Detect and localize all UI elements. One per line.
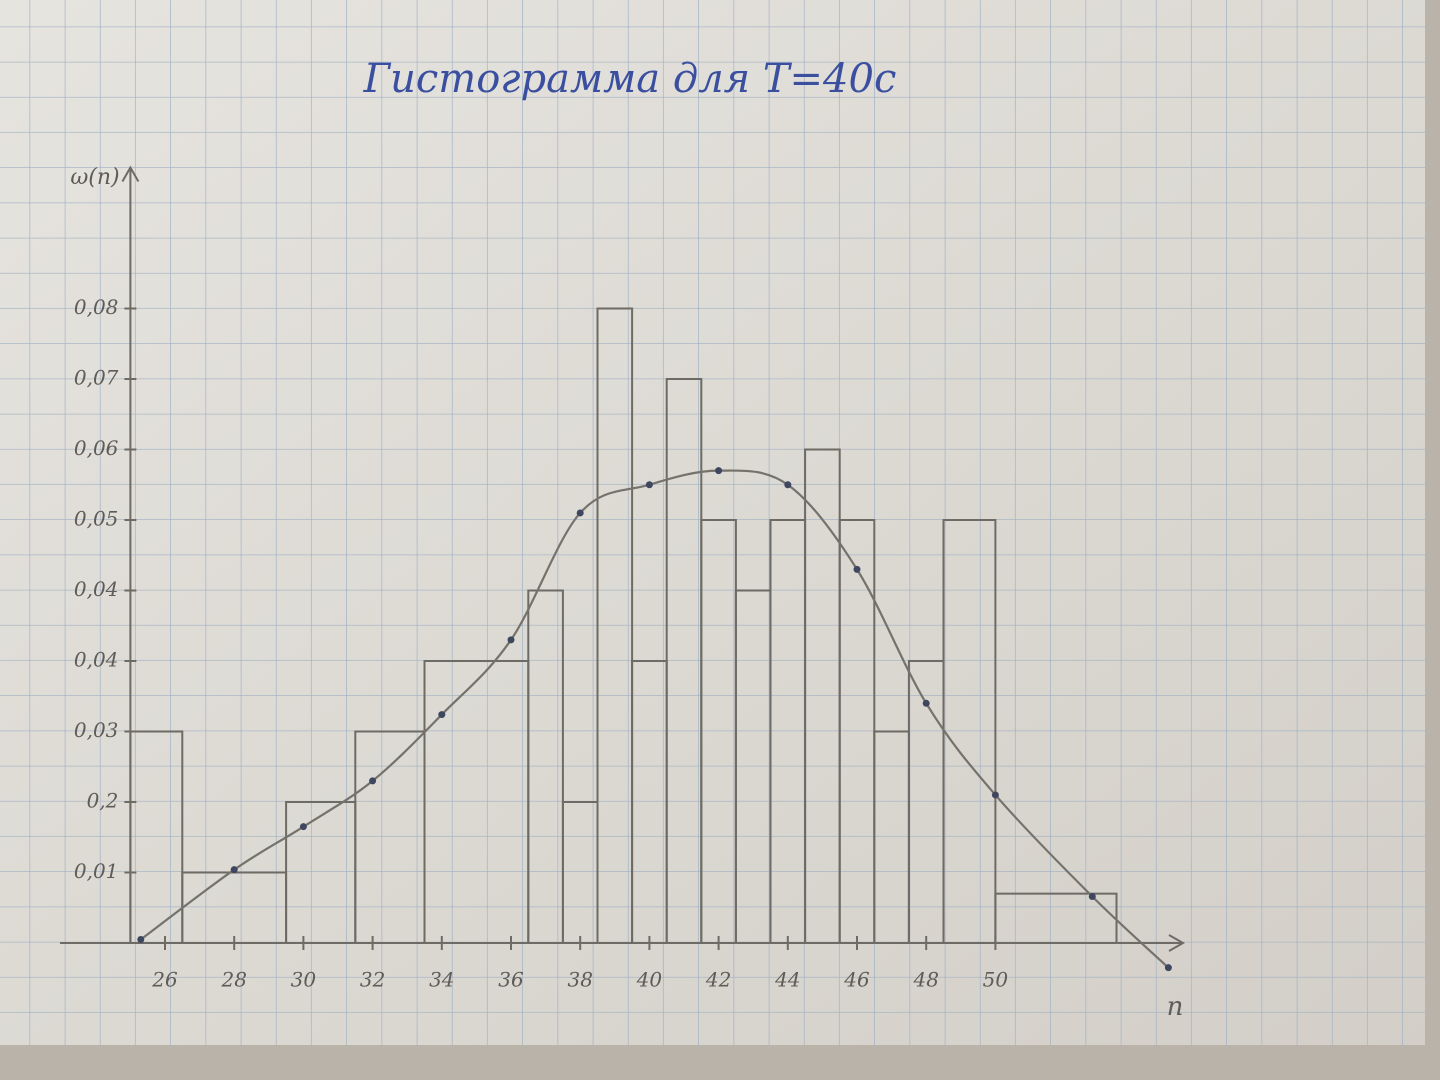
y-tick-label: 0,06 [74,436,119,460]
curve-point [369,777,377,785]
curve-point [230,866,238,874]
x-tick-label: 28 [220,968,246,992]
curve-point [1164,964,1172,972]
curve-point [576,509,584,517]
curve-point [507,636,515,644]
curve-point [299,823,307,831]
paper-edge [0,1045,1440,1080]
curve-point [137,935,145,943]
curve-point [715,467,723,475]
y-tick-label: 0,08 [74,295,119,319]
y-tick-label: 0,07 [74,366,119,390]
histogram-bar [129,730,184,944]
x-tick-label: 32 [360,968,385,992]
x-tick-label: 46 [843,968,870,992]
y-tick-label: 0,04 [74,648,119,672]
x-tick-label: 30 [291,968,317,992]
x-tick-label: 48 [912,968,938,992]
y-axis-label: ω(n) [70,165,119,190]
x-tick-label: 36 [498,968,524,992]
curve-point [922,699,930,707]
y-tick-label: 0,01 [74,859,119,883]
x-tick-label: 34 [429,968,454,992]
x-tick-label: 44 [774,968,800,992]
x-axis-label: n [1167,992,1184,1022]
curve-point [438,711,446,719]
paper-grid [0,0,1425,1045]
y-axis-arrow [121,165,140,182]
curve-point [645,481,653,489]
curve-point [784,481,792,489]
histogram-bar [994,892,1118,945]
histogram-bar [527,589,564,944]
x-tick-label: 26 [151,968,178,992]
curve-point [1088,892,1096,900]
curve-point [853,565,861,573]
y-tick-label: 0,05 [74,507,119,531]
chart-title: Гистограмма для T=40с [363,56,897,102]
curve-point [991,791,999,799]
paper-edge [1425,0,1440,1080]
x-tick-label: 38 [567,968,592,992]
x-tick-label: 42 [705,968,731,992]
histogram-bar [596,307,634,944]
x-axis-arrow [1168,934,1186,952]
y-tick-label: 0,2 [87,789,119,813]
x-tick-label: 50 [983,968,1009,992]
x-tick-label: 40 [636,968,663,992]
y-tick-label: 0,03 [74,718,119,742]
y-tick-label: 0,04 [74,577,119,601]
